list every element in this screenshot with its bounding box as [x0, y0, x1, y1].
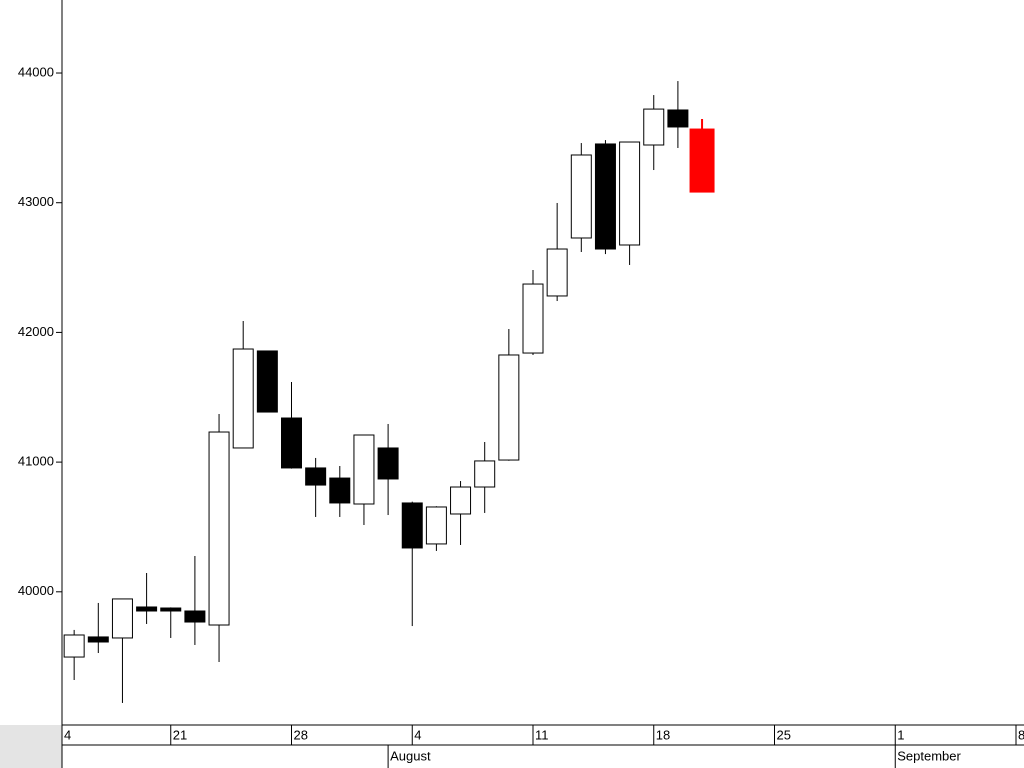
x-tick-label: 8: [1018, 727, 1024, 742]
x-tick-label: 25: [777, 727, 791, 742]
month-label: August: [390, 748, 431, 763]
candle-body: [570, 154, 592, 239]
candle-body: [522, 283, 544, 354]
x-tick-label: 21: [173, 727, 187, 742]
x-tick-label: 28: [294, 727, 308, 742]
candle-body: [136, 606, 158, 612]
candle-body: [111, 598, 133, 639]
candle-body: [256, 350, 278, 413]
candle-body: [546, 248, 568, 297]
candle-body: [329, 477, 351, 504]
candle-body: [594, 143, 616, 250]
candle-body: [498, 354, 520, 461]
candle-body: [160, 607, 182, 612]
candle-body: [474, 460, 496, 488]
candle-body: [401, 502, 423, 549]
y-tick-label: 40000: [18, 583, 54, 598]
x-tick-label: 18: [656, 727, 670, 742]
y-tick-label: 43000: [18, 194, 54, 209]
corner: [0, 725, 62, 768]
candle-body: [232, 348, 254, 449]
candle-body: [305, 467, 327, 486]
y-tick-label: 42000: [18, 324, 54, 339]
candle-body: [377, 447, 399, 480]
candle-body: [667, 109, 689, 128]
candle-body: [281, 417, 302, 469]
x-tick-label: 11: [535, 727, 549, 742]
candle-body: [208, 431, 230, 626]
candle-body: [87, 636, 109, 643]
y-tick-label: 41000: [18, 454, 54, 469]
candle-body: [689, 128, 715, 193]
candle-body: [184, 610, 206, 623]
candle-body: [353, 434, 375, 505]
x-tick-label: 4: [414, 727, 421, 742]
candle-body: [619, 141, 641, 246]
x-tick-label: 1: [897, 727, 904, 742]
candle-body: [643, 108, 665, 146]
x-tick-label: 4: [64, 727, 71, 742]
month-label: September: [897, 748, 961, 763]
y-tick-label: 44000: [18, 64, 54, 79]
candle-body: [450, 486, 472, 515]
candle-body: [425, 506, 447, 545]
candle-body: [63, 634, 85, 658]
